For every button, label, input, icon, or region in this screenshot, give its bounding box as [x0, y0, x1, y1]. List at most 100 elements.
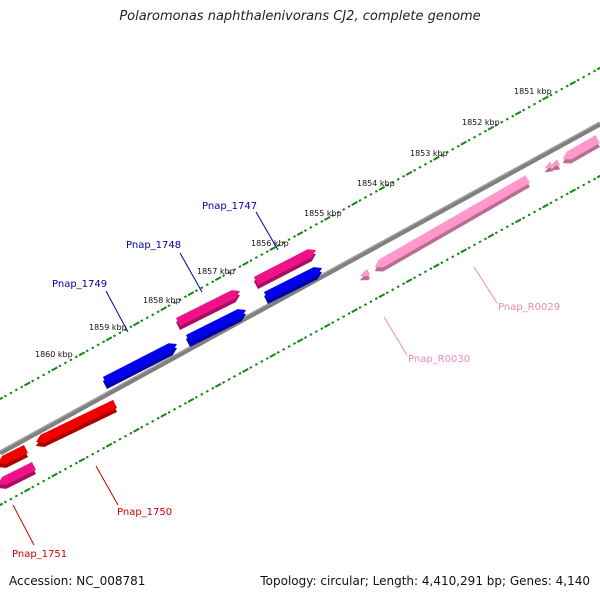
- minor-tick: [287, 345, 291, 348]
- kbp-label-1851: 1851 kbp: [514, 87, 552, 96]
- minor-tick: [282, 241, 286, 244]
- major-tick: [542, 95, 549, 101]
- major-tick: [351, 200, 358, 206]
- minor-tick: [593, 177, 597, 181]
- major-tick: [569, 188, 577, 194]
- minor-tick: [14, 494, 18, 498]
- minor-tick: [363, 195, 367, 199]
- accession-label: Accession: NC_008781: [9, 574, 146, 588]
- minor-tick: [494, 123, 498, 127]
- major-tick: [487, 125, 495, 131]
- minor-tick: [31, 379, 35, 383]
- minor-tick: [418, 273, 422, 277]
- minor-tick: [20, 385, 24, 389]
- minor-tick: [249, 365, 253, 369]
- minor-tick: [593, 69, 597, 73]
- minor-tick: [576, 186, 580, 190]
- connector-pnap-1747: [255, 211, 279, 251]
- minor-tick: [276, 351, 280, 354]
- minor-tick: [36, 482, 40, 486]
- minor-tick: [156, 310, 160, 314]
- minor-tick: [151, 313, 155, 317]
- major-tick: [242, 367, 249, 373]
- major-tick: [487, 233, 495, 239]
- minor-tick: [74, 355, 78, 359]
- kbp-label-1852: 1852 kbp: [462, 118, 500, 127]
- minor-tick: [233, 268, 237, 272]
- kbp-labels: 1851 kbp 1852 kbp 1853 kbp 1854 kbp 1855…: [35, 87, 552, 359]
- minor-tick: [478, 240, 482, 244]
- minor-tick: [222, 380, 226, 384]
- gene-pnap-1747: [263, 267, 322, 300]
- minor-tick: [69, 358, 73, 362]
- major-tick: [242, 261, 249, 267]
- kbp-label-1860: 1860 kbp: [35, 350, 73, 359]
- major-tick: [51, 472, 58, 478]
- minor-tick: [500, 228, 504, 232]
- minor-tick: [293, 342, 297, 345]
- minor-tick: [565, 192, 569, 196]
- minor-tick: [20, 491, 24, 495]
- major-tick: [296, 338, 304, 343]
- minor-tick: [483, 237, 487, 241]
- minor-tick: [129, 325, 133, 329]
- minor-tick: [423, 162, 427, 166]
- major-tick: [78, 457, 86, 463]
- minor-tick: [391, 180, 395, 184]
- minor-tick: [347, 204, 351, 208]
- minor-tick: [91, 346, 95, 350]
- minor-tick: [358, 306, 362, 310]
- minor-tick: [467, 138, 471, 142]
- minor-tick: [194, 289, 198, 293]
- minor-tick: [511, 222, 515, 226]
- major-tick: [23, 381, 31, 387]
- minor-tick: [194, 395, 198, 399]
- minor-tick: [14, 388, 18, 392]
- gene-label-pnap-r0029: Pnap_R0029: [498, 302, 560, 313]
- minor-tick: [233, 374, 237, 378]
- major-tick: [269, 246, 277, 251]
- minor-tick: [265, 356, 269, 360]
- major-tick: [460, 140, 467, 146]
- major-tick: [405, 170, 413, 176]
- gene-pnap-1751: [0, 461, 36, 485]
- minor-tick: [314, 223, 318, 226]
- major-tick: [378, 293, 386, 299]
- minor-tick: [342, 315, 346, 319]
- connector-pnap-r0029: [473, 266, 498, 304]
- minor-tick: [200, 286, 204, 290]
- gene-pnap-r0029: [374, 175, 530, 268]
- minor-tick: [205, 283, 209, 287]
- gene-pnap-1748b: [175, 290, 240, 326]
- minor-tick: [309, 226, 313, 229]
- minor-tick: [451, 147, 455, 151]
- minor-tick: [42, 373, 46, 377]
- minor-tick: [554, 90, 558, 94]
- major-tick: [514, 110, 522, 116]
- minor-tick: [63, 467, 67, 471]
- minor-tick: [211, 280, 215, 284]
- minor-tick: [9, 391, 13, 395]
- kbp-label-1856: 1856 kbp: [251, 239, 289, 248]
- minor-tick: [423, 270, 427, 274]
- gene-pnap-r0029b: [562, 135, 600, 160]
- minor-tick: [391, 288, 395, 292]
- minor-tick: [178, 404, 182, 408]
- connector-pnap-1748: [179, 252, 203, 293]
- major-tick: [23, 487, 31, 493]
- minor-tick: [3, 394, 7, 398]
- outer-tick-track: [0, 66, 600, 401]
- minor-tick: [9, 497, 13, 501]
- minor-tick: [183, 295, 187, 299]
- minor-tick: [396, 177, 400, 181]
- minor-tick: [227, 377, 231, 381]
- minor-tick: [554, 198, 558, 202]
- major-tick: [187, 291, 195, 297]
- genome-backbone: [0, 121, 600, 456]
- gene-small-a: [544, 161, 553, 169]
- gene-label-pnap-1751: Pnap_1751: [12, 549, 67, 560]
- minor-tick: [418, 165, 422, 169]
- minor-tick: [145, 316, 149, 320]
- minor-tick: [560, 87, 564, 91]
